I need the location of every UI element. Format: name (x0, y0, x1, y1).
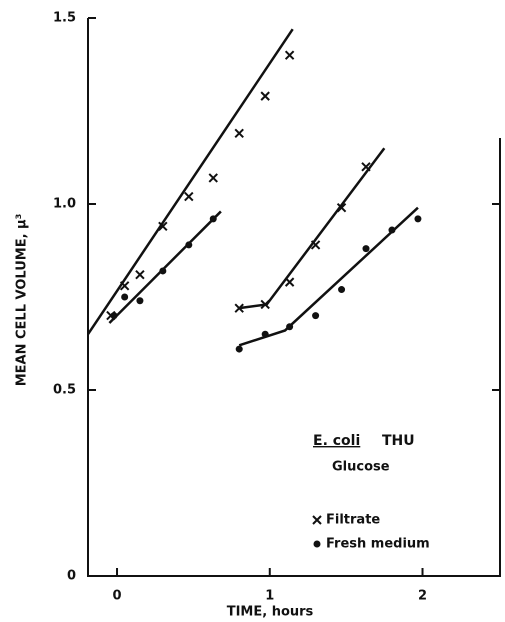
fit-line (86, 28, 294, 335)
point (284, 277, 295, 287)
point (286, 323, 294, 331)
strain: THU (382, 433, 415, 449)
fit-line (239, 147, 386, 310)
legend-marker (313, 540, 321, 548)
y-tick-label: 1.0 (53, 197, 76, 212)
fit-line (238, 206, 419, 347)
point (209, 215, 217, 223)
point (336, 203, 347, 213)
point (414, 215, 422, 223)
point (121, 293, 129, 301)
legend-label: Filtrate (326, 513, 380, 528)
point (388, 226, 396, 234)
fit-line (108, 210, 222, 324)
point (136, 297, 144, 305)
point (119, 281, 130, 291)
legend-label: Fresh medium (326, 537, 430, 552)
legend-marker (312, 515, 322, 525)
point (184, 191, 194, 202)
point (110, 312, 118, 320)
point (135, 269, 145, 280)
point (260, 299, 270, 310)
point (361, 162, 371, 172)
y-tick-label: 0.5 (53, 383, 76, 398)
x-axis-label: TIME, hours (227, 605, 314, 620)
point (260, 91, 270, 101)
point (261, 330, 269, 338)
point (158, 221, 168, 232)
point (235, 345, 243, 353)
x-tick-label: 1 (265, 589, 274, 604)
point (338, 286, 346, 294)
point (159, 267, 167, 275)
point (284, 50, 295, 60)
y-tick-label: 1.5 (53, 11, 76, 26)
point (208, 173, 218, 183)
point (185, 241, 193, 249)
organism: E. coli (313, 433, 360, 449)
point (362, 245, 370, 253)
point (310, 240, 321, 250)
point (312, 312, 320, 320)
y-axis-label: MEAN CELL VOLUME, μ³ (15, 214, 30, 387)
y-tick-label: 0 (67, 569, 76, 584)
medium: Glucose (332, 460, 390, 475)
x-tick-label: 2 (418, 589, 427, 604)
x-tick-label: 0 (112, 589, 121, 604)
point (234, 128, 244, 139)
point (234, 303, 244, 313)
axis-frame (87, 18, 501, 577)
